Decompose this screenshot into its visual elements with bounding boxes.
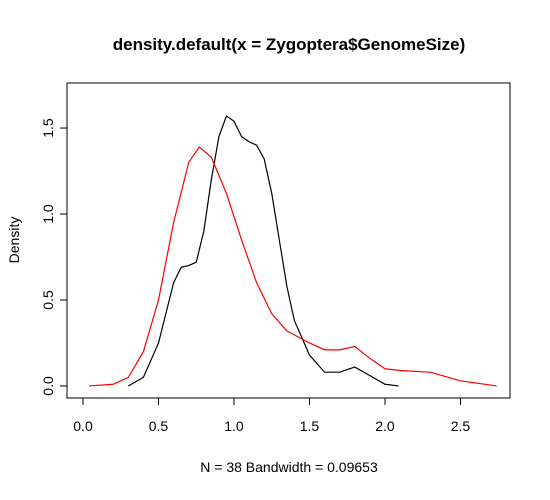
x-tick-label: 1.5	[300, 418, 320, 434]
y-tick-label: 1.0	[40, 204, 56, 224]
y-tick-label: 0.0	[40, 376, 56, 396]
y-tick-label: 1.5	[40, 118, 56, 138]
x-tick-label: 0.5	[149, 418, 169, 434]
chart-title: density.default(x = Zygoptera$GenomeSize…	[113, 35, 466, 54]
x-tick-label: 2.5	[451, 418, 471, 434]
x-tick-label: 2.0	[375, 418, 395, 434]
x-tick-label: 1.0	[224, 418, 244, 434]
x-axis-label: N = 38 Bandwidth = 0.09653	[200, 459, 378, 475]
density-line	[89, 146, 497, 387]
plot-frame	[66, 82, 511, 399]
y-tick-label: 0.5	[40, 290, 56, 310]
density-line	[128, 115, 399, 387]
y-axis-label: Density	[6, 217, 22, 264]
x-tick-label: 0.0	[73, 418, 93, 434]
